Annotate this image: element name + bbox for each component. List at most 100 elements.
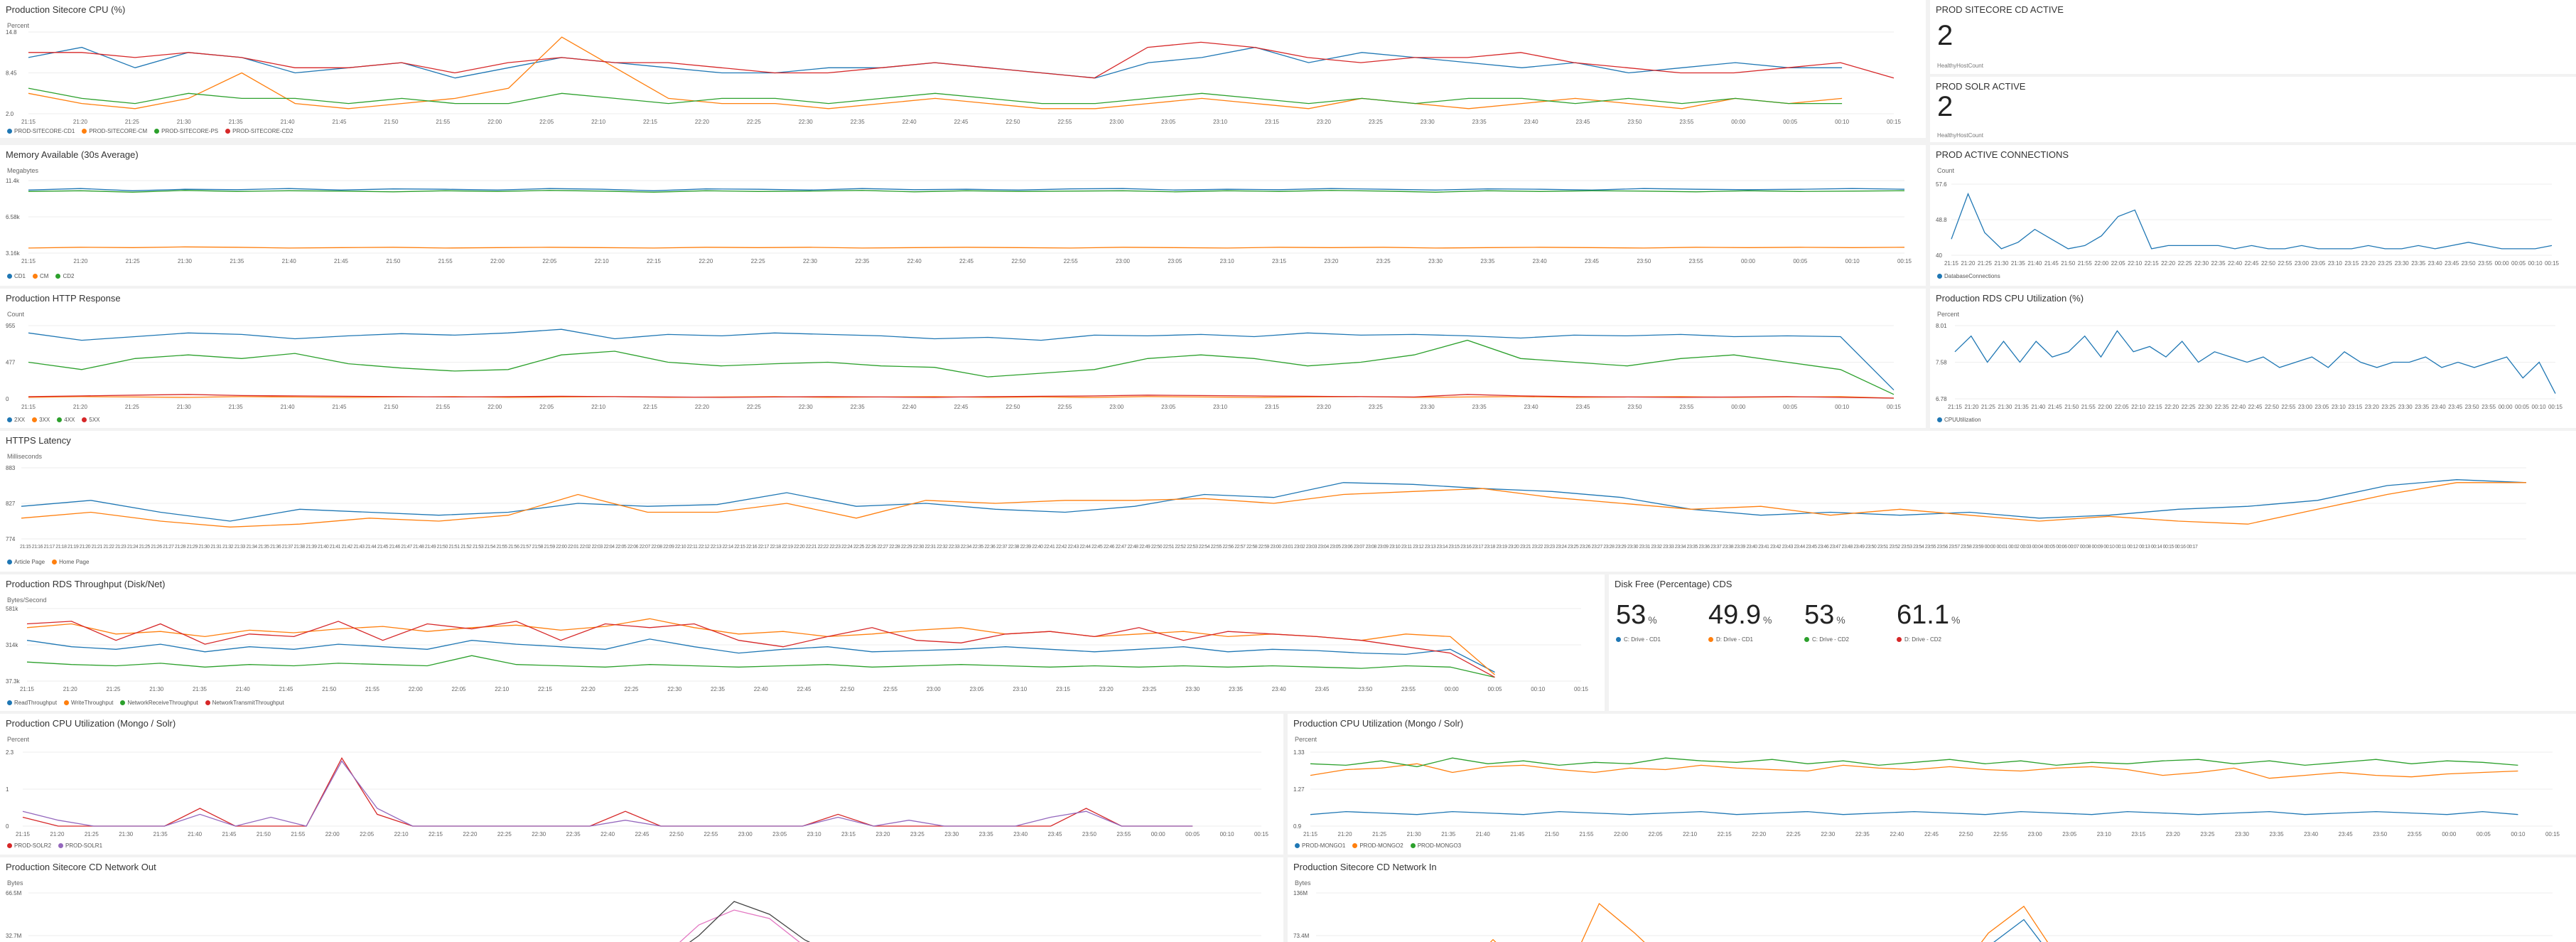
legend-item[interactable]: PROD-MONGO1 — [1295, 842, 1345, 849]
y-tick-label: 0 — [6, 823, 9, 830]
legend-item[interactable]: PROD-SITECORE-CD1 — [7, 128, 75, 134]
legend-item[interactable]: Article Page — [7, 559, 45, 565]
legend-item[interactable]: NetworkTransmitThroughput — [205, 700, 284, 706]
x-tick-label: 23:30 — [944, 831, 959, 837]
x-tick-label: 22:40 — [600, 831, 615, 837]
legend-dot — [7, 417, 12, 422]
series-line-prod-mongo2[interactable] — [1310, 763, 2518, 779]
legend-item[interactable]: PROD-SITECORE-PS — [154, 128, 218, 134]
legend-item[interactable]: CPUUtilization — [1937, 417, 1981, 423]
chart[interactable]: 955 477 0 21:15 21:20 21:25 21:30 21:35 21:40 21:… — [0, 289, 1926, 428]
legend-item[interactable]: 2XX — [7, 417, 25, 423]
series-line-prod-solr1[interactable] — [22, 760, 1193, 827]
series-line-home-page[interactable] — [21, 482, 2526, 528]
x-tick-label: 23:05 — [969, 686, 984, 692]
x-tick-label: 00:00 — [2499, 404, 2513, 410]
series-line-cm[interactable] — [28, 246, 1905, 249]
chart[interactable]: 66.5M 32.7M — [0, 857, 1283, 942]
legend-item[interactable]: PROD-MONGO3 — [1410, 842, 1461, 849]
chart[interactable]: 14.8 8.45 2.0 21:15 21:20 21:25 21:30 21:35 21:4… — [0, 0, 1926, 138]
legend-item[interactable]: WriteThroughput — [64, 700, 113, 706]
legend-item[interactable]: ReadThroughput — [7, 700, 57, 706]
legend-item[interactable]: DatabaseConnections — [1937, 273, 2000, 279]
x-tick-label: 23:15 — [2348, 404, 2363, 410]
axis-unit: Count — [7, 311, 25, 318]
series-line-networktransmitthroughput[interactable] — [26, 621, 1495, 678]
x-tick-label: 21:50 — [322, 686, 337, 692]
legend-item[interactable]: PROD-SITECORE-CM — [82, 128, 147, 134]
series-line-writethroughput[interactable] — [26, 618, 1495, 675]
x-tick-label: 23:10 — [807, 831, 822, 837]
legend-dot — [7, 560, 12, 564]
legend-item[interactable]: NetworkReceiveThroughput — [120, 700, 198, 706]
series-line-4xx[interactable] — [28, 339, 1895, 395]
x-tick-label: 21:20 — [73, 119, 88, 125]
legend-item[interactable]: PROD-SITECORE-CD2 — [225, 128, 293, 134]
chart[interactable]: 2.3 1 0 21:15 21:20 21:25 21:30 21:35 21:40 21:45… — [0, 714, 1283, 855]
x-tick-label: 22:15 — [647, 258, 662, 264]
legend-item[interactable]: CD1 — [7, 273, 26, 279]
series-line-networkreceivethroughput[interactable] — [26, 655, 1495, 678]
legend-item[interactable]: PROD-SOLR2 — [7, 842, 51, 849]
chart[interactable]: 1.33 1.27 0.921:15 21:20 21:25 21:30 21:35 21:4… — [1288, 714, 2576, 855]
series-line-5xx[interactable] — [28, 394, 1895, 399]
series-line-series-1[interactable] — [1316, 919, 2484, 942]
x-tick-label: 22:35 — [2211, 260, 2226, 267]
x-tick-label: 23:00 — [1116, 258, 1131, 264]
x-tick-label: 22:40 — [1890, 831, 1904, 837]
legend-item[interactable]: CM — [33, 273, 48, 279]
series-line-prod-sitecore-cd2[interactable] — [28, 41, 1895, 79]
series-line-cpuutilization[interactable] — [1954, 330, 2556, 394]
x-tick-label: 00:15 — [1887, 404, 1902, 410]
legend-item[interactable]: 5XX — [82, 417, 100, 423]
y-tick-label: 32.7M — [6, 933, 22, 939]
series-line-prod-sitecore-cm[interactable] — [28, 36, 1843, 109]
chart[interactable]: 136M 73.4M — [1288, 857, 2576, 942]
legend-item[interactable]: PROD-SOLR1 — [58, 842, 102, 849]
x-tick-label: 21:20 — [63, 686, 78, 692]
metric-label: HealthyHostCount — [1937, 63, 1983, 69]
big-number: 2 — [1937, 20, 1953, 51]
series-line-prod-mongo1[interactable] — [1310, 810, 2518, 815]
legend-item[interactable]: CD2 — [55, 273, 74, 279]
x-tick-label: 23:20 — [875, 831, 890, 837]
legend-item[interactable]: 3XX — [32, 417, 50, 423]
panel-title: Production RDS Throughput (Disk/Net) — [6, 579, 166, 589]
x-tick-label: 23:45 — [1585, 258, 1600, 264]
x-tick-label: 21:35 — [193, 686, 208, 692]
legend-item[interactable]: PROD-MONGO2 — [1352, 842, 1403, 849]
series-line-series-0[interactable] — [28, 909, 1193, 942]
x-tick-label: 23:00 — [1109, 404, 1124, 410]
x-tick-label: 23:30 — [2395, 260, 2410, 267]
x-tick-label: 22:30 — [1821, 831, 1836, 837]
series-line-cd2[interactable] — [28, 190, 1905, 193]
x-tick-label: 21:45 — [334, 258, 349, 264]
x-tick-label: 00:00 — [1741, 258, 1756, 264]
series-line-readthroughput[interactable] — [26, 638, 1495, 673]
x-tick-label: 00:00 — [2495, 260, 2510, 267]
series-line-cd1[interactable] — [28, 188, 1905, 191]
chart[interactable]: 883 827 774 — [0, 431, 2576, 572]
x-tick-label: 23:55 — [1679, 404, 1694, 410]
x-tick-label: 23:15 — [2131, 831, 2146, 837]
series-line-prod-solr2[interactable] — [22, 756, 1193, 827]
series-line-series-0[interactable] — [1316, 902, 2484, 942]
series-line-2xx[interactable] — [28, 328, 1895, 391]
x-tick-label: 22:35 — [851, 119, 866, 125]
x-tick-label: 00:10 — [1835, 404, 1850, 410]
legend-item[interactable]: 4XX — [57, 417, 75, 423]
x-tick-label: 21:50 — [2064, 404, 2079, 410]
x-tick-label: 21:20 — [1961, 260, 1976, 267]
series-line-databaseconnections[interactable] — [1951, 192, 2553, 250]
x-tick-label: 23:35 — [2411, 260, 2426, 267]
series-line-prod-mongo3[interactable] — [1310, 757, 2518, 768]
panel-network-out: Production Sitecore CD Network Out Bytes… — [0, 857, 1283, 942]
series-line-prod-sitecore-ps[interactable] — [28, 87, 1843, 105]
x-tick-label: 23:40 — [1524, 404, 1539, 410]
legend-item[interactable]: Home Page — [52, 559, 89, 565]
series-line-article-page[interactable] — [21, 479, 2527, 522]
